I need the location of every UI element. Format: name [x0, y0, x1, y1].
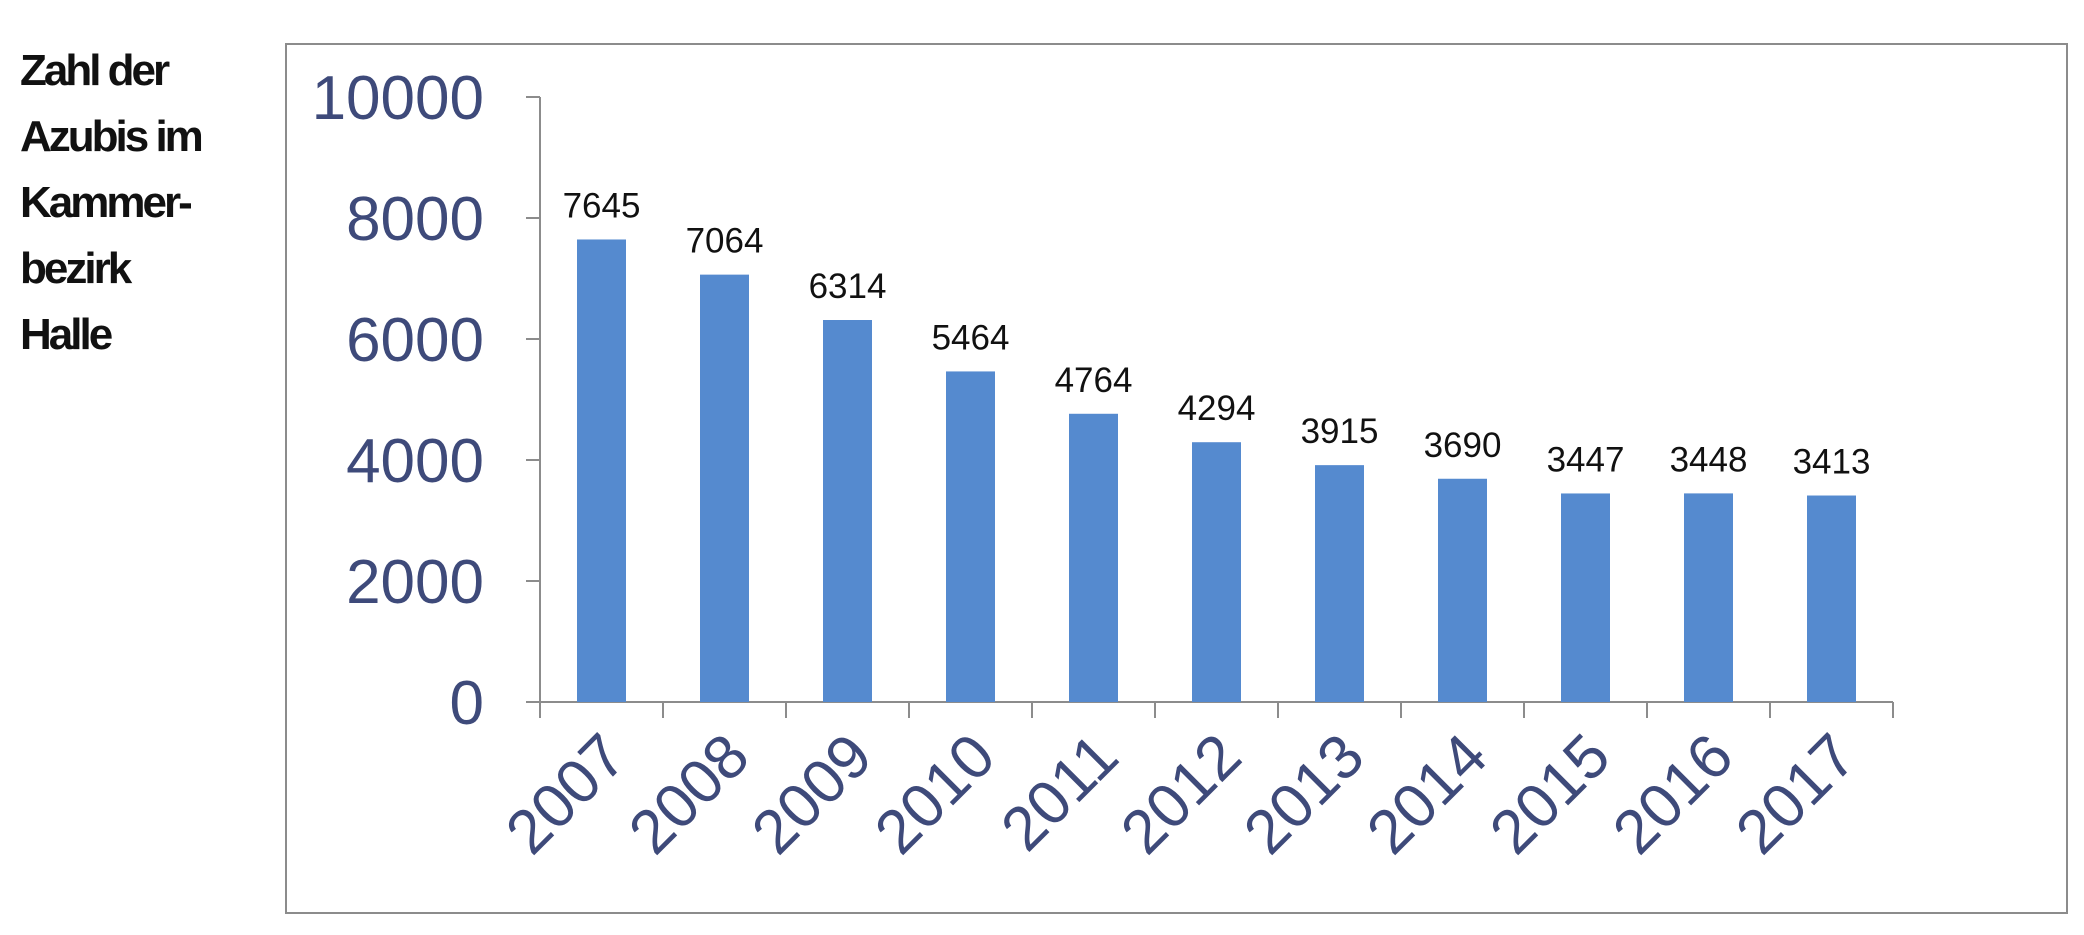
data-label: 5464	[932, 318, 1010, 357]
x-tick-label: 2016	[1600, 721, 1746, 867]
side-title: Zahl der Azubis im Kammer- bezirk Halle	[20, 38, 280, 368]
bars	[577, 239, 1856, 703]
x-tick-label: 2007	[493, 721, 639, 867]
bar	[1807, 495, 1856, 702]
data-label: 3690	[1424, 426, 1502, 465]
data-label: 3915	[1301, 412, 1379, 451]
chart-frame	[285, 43, 2068, 914]
bar	[700, 274, 749, 702]
bar	[1561, 493, 1610, 702]
bar	[577, 239, 626, 703]
bar	[946, 371, 995, 702]
bar	[1192, 442, 1241, 702]
x-tick-label: 2011	[988, 721, 1131, 864]
bar	[1069, 413, 1118, 702]
y-tick-label: 8000	[346, 185, 484, 254]
x-tick-label: 2014	[1354, 721, 1500, 867]
x-tick-label: 2017	[1723, 721, 1869, 867]
y-tick-label: 0	[450, 669, 484, 738]
data-label: 3447	[1547, 440, 1625, 479]
x-axis: 2007200820092010201120122013201420152016…	[493, 701, 1894, 867]
bar	[1315, 465, 1364, 702]
y-axis: 0 2000 4000 6000 8000 10000	[312, 64, 541, 738]
x-tick-label: 2010	[862, 721, 1008, 867]
x-tick-label: 2012	[1108, 721, 1254, 867]
data-label: 3448	[1670, 440, 1748, 479]
data-labels: 7645 7064 6314 5464 4764 4294 3915 3690 3447 3448…	[563, 186, 1871, 481]
side-title-line: Halle	[20, 310, 113, 359]
y-tick-label: 6000	[346, 306, 484, 375]
x-tick-label: 2009	[739, 721, 885, 867]
side-title-line: Zahl der	[20, 46, 170, 95]
data-label: 6314	[809, 267, 887, 306]
bar	[1438, 478, 1487, 702]
x-tick-label: 2015	[1477, 721, 1623, 867]
bar	[1684, 493, 1733, 702]
bar	[823, 320, 872, 702]
y-tick-label: 4000	[346, 427, 484, 496]
data-label: 7645	[563, 186, 641, 225]
side-title-line: Kammer-	[20, 178, 193, 227]
data-label: 4294	[1178, 389, 1256, 428]
data-label: 3413	[1793, 443, 1871, 482]
data-label: 4764	[1055, 361, 1133, 400]
x-tick-label: 2013	[1231, 721, 1377, 867]
y-tick-label: 10000	[312, 64, 484, 133]
data-label: 7064	[686, 222, 764, 261]
side-title-line: Azubis im	[20, 112, 204, 161]
x-tick-label: 2008	[616, 721, 762, 867]
side-title-line: bezirk	[20, 244, 132, 293]
y-tick-label: 2000	[346, 548, 484, 617]
